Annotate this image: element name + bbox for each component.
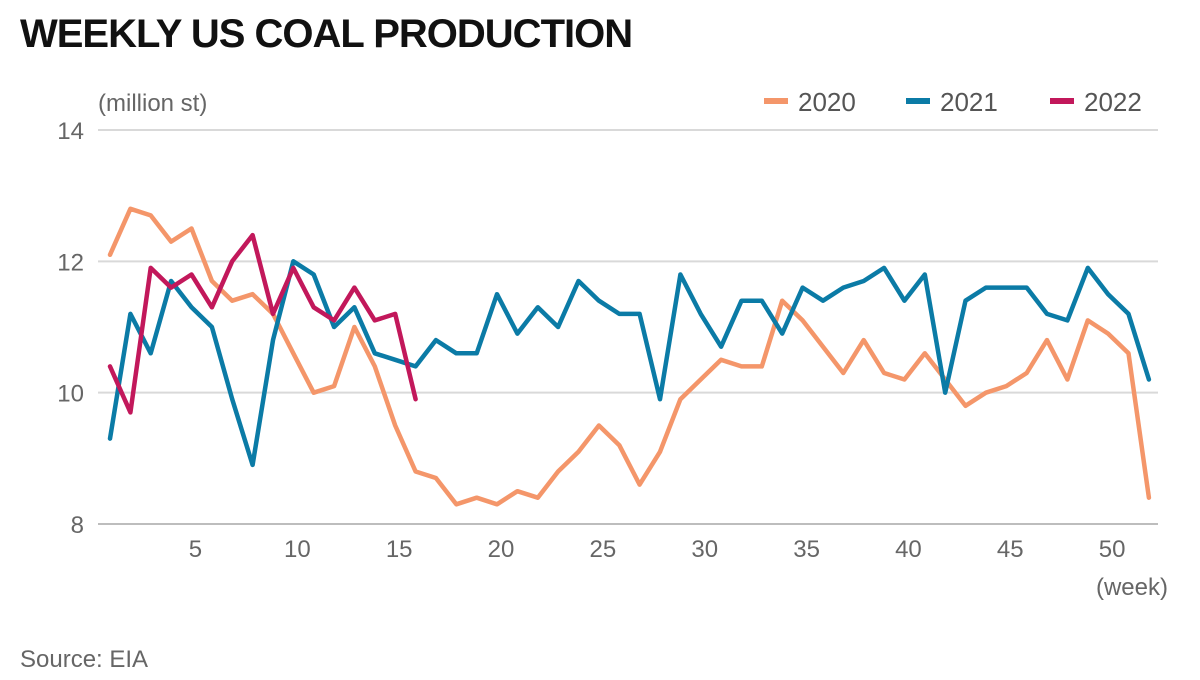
x-tick-label: 15 — [386, 536, 413, 563]
x-tick-label: 35 — [793, 536, 820, 563]
legend: 2020 2021 2022 — [764, 87, 1142, 117]
y-tick-label: 10 — [57, 381, 84, 408]
x-tick-label: 20 — [488, 536, 515, 563]
legend-item-2021: 2021 — [906, 87, 998, 117]
y-axis-label: (million st) — [98, 90, 207, 117]
x-axis-ticks: 5 10 15 20 25 30 35 40 45 50 — [189, 536, 1126, 563]
y-tick-label: 12 — [57, 249, 84, 276]
x-axis-label: (week) — [1096, 574, 1168, 601]
legend-item-2020: 2020 — [764, 87, 856, 117]
x-tick-label: 40 — [895, 536, 922, 563]
series-line-2022 — [107, 232, 418, 415]
x-tick-label: 25 — [590, 536, 617, 563]
legend-item-2022: 2022 — [1050, 87, 1142, 117]
legend-label-2022: 2022 — [1084, 87, 1142, 117]
series-line-2021 — [107, 259, 1152, 468]
chart-title: WEEKLY US COAL PRODUCTION — [20, 12, 633, 56]
y-axis-ticks: 8 10 12 14 — [57, 118, 84, 539]
y-tick-label: 14 — [57, 118, 84, 145]
x-tick-label: 50 — [1099, 536, 1126, 563]
x-tick-label: 30 — [691, 536, 718, 563]
legend-label-2020: 2020 — [798, 87, 856, 117]
y-tick-label: 8 — [71, 512, 84, 539]
gridlines — [98, 129, 1158, 525]
series-line-2020 — [107, 206, 1152, 507]
series-lines — [107, 206, 1152, 507]
x-tick-label: 10 — [284, 536, 311, 563]
source-note: Source: EIA — [20, 646, 149, 673]
x-tick-label: 45 — [997, 536, 1024, 563]
legend-label-2021: 2021 — [940, 87, 998, 117]
x-tick-label: 5 — [189, 536, 202, 563]
